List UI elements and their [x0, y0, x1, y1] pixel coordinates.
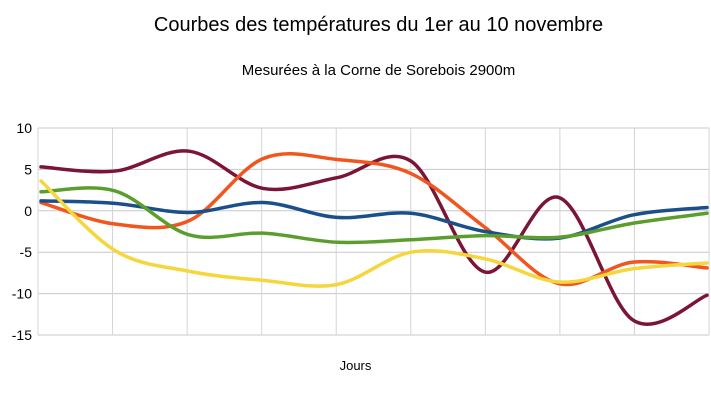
- y-tick-label: -5: [20, 244, 33, 260]
- series-line-5: [39, 179, 709, 288]
- chart-title: Courbes des températures du 1er au 10 no…: [153, 14, 604, 36]
- chart-subtitle: Mesurées à la Corne de Sorebois 2900m: [241, 62, 516, 79]
- x-axis-label: Jours: [339, 358, 372, 373]
- y-tick-label: -10: [12, 286, 32, 302]
- series-line-4: [39, 186, 709, 245]
- series-line-1: [39, 149, 709, 326]
- series-line-3: [39, 199, 709, 241]
- series-line-2: [39, 152, 709, 287]
- y-tick-label: 5: [24, 161, 32, 177]
- y-tick-label: -15: [12, 327, 32, 343]
- y-tick-label: 0: [24, 203, 32, 219]
- y-tick-label: 10: [16, 120, 32, 136]
